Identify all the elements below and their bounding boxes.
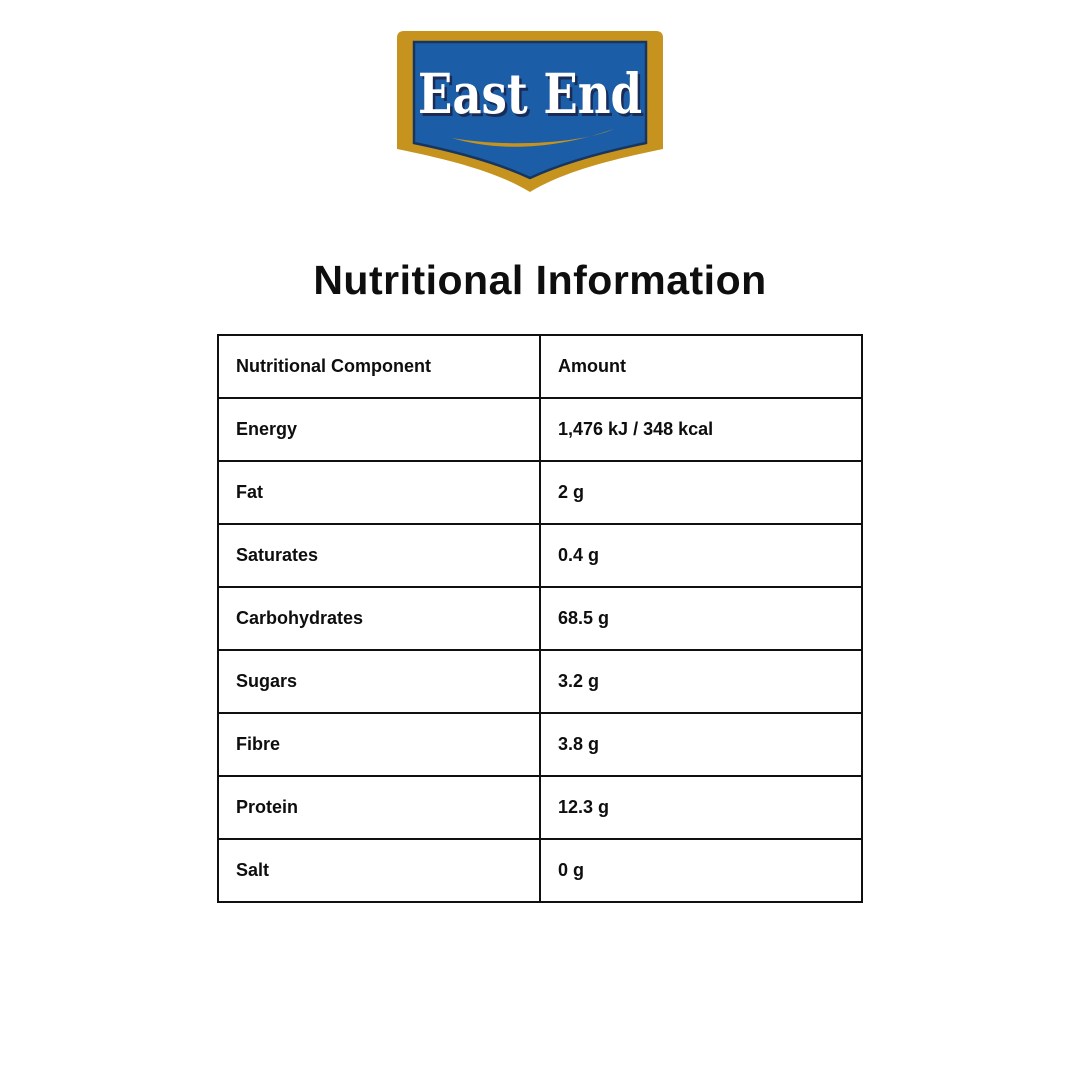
cell-amount: 0 g (539, 838, 863, 903)
column-header-amount: Amount (539, 334, 863, 399)
cell-component: Energy (217, 397, 541, 462)
cell-amount: 1,476 kJ / 348 kcal (539, 397, 863, 462)
cell-amount: 68.5 g (539, 586, 863, 651)
table-row: Sugars 3.2 g (217, 649, 863, 714)
logo-brand-text-shadow: East End (421, 64, 645, 129)
table-row: Fat 2 g (217, 460, 863, 525)
table-row: Fibre 3.8 g (217, 712, 863, 777)
table-row: Carbohydrates 68.5 g (217, 586, 863, 651)
table-row: Protein 12.3 g (217, 775, 863, 840)
cell-component: Fat (217, 460, 541, 525)
logo-shield-field (412, 40, 648, 180)
cell-component: Saturates (217, 523, 541, 588)
cell-amount: 0.4 g (539, 523, 863, 588)
table-header-row: Nutritional Component Amount (217, 334, 863, 399)
east-end-logo: East End East End (397, 31, 663, 193)
logo-brand-text: East End (418, 61, 642, 126)
logo-swoosh-icon (452, 129, 614, 147)
cell-amount: 3.8 g (539, 712, 863, 777)
table-row: Salt 0 g (217, 838, 863, 903)
cell-amount: 2 g (539, 460, 863, 525)
column-header-component: Nutritional Component (217, 334, 541, 399)
cell-component: Carbohydrates (217, 586, 541, 651)
east-end-logo-svg: East End East End (397, 31, 663, 192)
nutrition-table: Nutritional Component Amount Energy 1,47… (217, 334, 863, 903)
cell-component: Salt (217, 838, 541, 903)
cell-component: Sugars (217, 649, 541, 714)
cell-component: Protein (217, 775, 541, 840)
table-row: Saturates 0.4 g (217, 523, 863, 588)
cell-amount: 3.2 g (539, 649, 863, 714)
cell-component: Fibre (217, 712, 541, 777)
table-row: Energy 1,476 kJ / 348 kcal (217, 397, 863, 462)
cell-amount: 12.3 g (539, 775, 863, 840)
page-title: Nutritional Information (313, 257, 767, 303)
